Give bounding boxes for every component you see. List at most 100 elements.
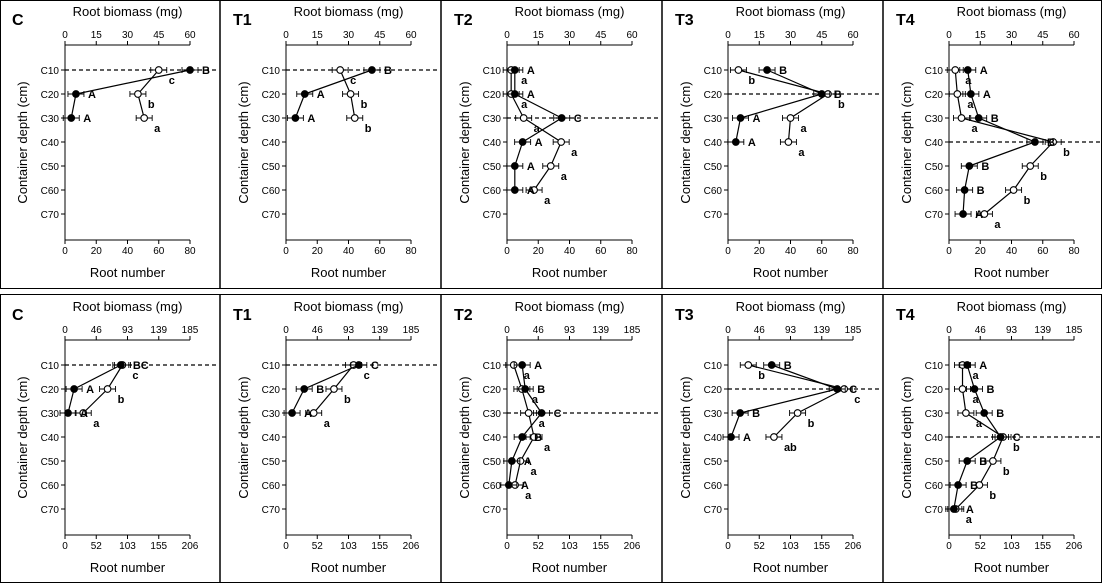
panel-top-t4-biomass-letter-4: b xyxy=(1040,171,1047,183)
panel-top-t4-biomass-point-1 xyxy=(953,90,962,98)
panel-bottom-t3-number-point-2 xyxy=(736,409,744,417)
panel-bottom-t3-biomass-letter-3: ab xyxy=(784,442,797,454)
panel-bottom-t3-depth-label-3: C40 xyxy=(704,433,723,444)
panel-bottom-c-top-tick-label-2: 93 xyxy=(122,325,134,336)
panel-top-t2-number-letter-2: C xyxy=(574,113,582,125)
panel-bottom-t2-bottom-tick-label-3: 155 xyxy=(592,541,609,552)
panel-top-c-depth-label-5: C60 xyxy=(41,186,60,197)
panel-bottom-t1-top-tick-label-1: 46 xyxy=(312,325,324,336)
panel-bottom-t2-depth-label-3: C40 xyxy=(483,433,502,444)
panel-top-t3-biomass-point-0 xyxy=(734,66,743,74)
panel-top-t3-depth-label-1: C20 xyxy=(704,90,723,101)
panel-top-t1-depth-label-1: C20 xyxy=(262,90,281,101)
panel-top-t2-depth-label-2: C30 xyxy=(483,114,502,125)
panel-bottom-t3-biomass-letter-2: b xyxy=(808,418,815,430)
panel-top-t2-top-tick-label-3: 45 xyxy=(595,30,607,41)
panel-bottom-t3-top-tick-label-4: 185 xyxy=(845,325,862,336)
panel-bottom-t4-number-letter-1: B xyxy=(986,384,994,396)
panel-top-t1-bottom-tick-label-1: 20 xyxy=(312,246,324,257)
panel-top-t3-top-tick-label-0: 0 xyxy=(725,30,731,41)
panel-top-t1-number-point-2 xyxy=(291,114,300,122)
panel-top-t3-biomass-letter-2: a xyxy=(801,123,808,135)
panel-top-t2-depth-label-4: C50 xyxy=(483,162,502,173)
panel-top-t2-y-axis-label: Container depth (cm) xyxy=(457,81,472,203)
panel-top-t4-number-letter-0: A xyxy=(980,65,988,77)
panel-bottom-t3-depth-label-0: C10 xyxy=(704,361,723,372)
panel-bottom-t2-biomass-letter-1: a xyxy=(532,394,539,406)
panel-bottom-t2-number-letter-3: B xyxy=(534,432,542,444)
panel-bottom-t2-biomass-point-2 xyxy=(524,409,533,417)
panel-bottom-t2-depth-label-5: C60 xyxy=(483,481,502,492)
panel-bottom-c-top-axis-label: Root biomass (mg) xyxy=(73,299,183,314)
panel-bottom-c-bottom-tick-label-4: 206 xyxy=(182,541,199,552)
panel-top-t4-biomass-point-3 xyxy=(1049,138,1058,146)
panel-bottom-t1-bottom-tick-label-1: 52 xyxy=(312,541,324,552)
panel-top-t1-biomass-point-2 xyxy=(350,114,359,122)
panel-bottom-t2-number-letter-2: C xyxy=(554,408,562,420)
panel-bottom-t3-bottom-tick-label-3: 155 xyxy=(813,541,830,552)
panel-top-c-number-point-2 xyxy=(67,114,76,122)
panel-top-t4-depth-label-6: C70 xyxy=(925,210,944,221)
panel-bottom-t2-top-tick-label-3: 139 xyxy=(592,325,609,336)
panel-top-t3-top-tick-label-3: 45 xyxy=(816,30,828,41)
panel-top-t1-depth-label-5: C60 xyxy=(262,186,281,197)
panel-bottom-c-bottom-axis-label: Root number xyxy=(90,560,166,575)
panel-top-t3-top-tick-label-2: 30 xyxy=(785,30,797,41)
panel-top-t3-bottom-tick-label-0: 0 xyxy=(725,246,731,257)
panel-bottom-t4-number-point-1 xyxy=(970,385,979,393)
panel-bottom-t4-bottom-axis-label: Root number xyxy=(974,560,1050,575)
panel-bottom-t1-top-tick-label-0: 0 xyxy=(283,325,289,336)
panel-top-c-depth-label-6: C70 xyxy=(41,210,60,221)
panel-top-t2-number-line xyxy=(514,70,563,190)
panel-bottom-t4-depth-label-0: C10 xyxy=(925,361,944,372)
panel-bottom-t4-top-axis-label: Root biomass (mg) xyxy=(957,299,1067,314)
panel-bottom-t1-y-axis-label: Container depth (cm) xyxy=(236,376,251,498)
panel-top-c-title: C xyxy=(12,12,24,29)
panel-top-c-depth-label-2: C30 xyxy=(41,114,60,125)
panel-bottom-c-depth-label-2: C30 xyxy=(41,409,60,420)
panel-top-t4-number-letter-2: B xyxy=(991,113,999,125)
panel-top-t4-biomass-point-0 xyxy=(951,66,960,74)
panel-top-t4-biomass-letter-2: a xyxy=(972,123,979,135)
panel-bottom-t1-biomass-letter-0: c xyxy=(364,370,370,382)
panel-bottom-t3-depth-label-1: C20 xyxy=(704,385,723,396)
panel-top-t4-number-letter-3: B xyxy=(1047,137,1055,149)
panel-top-c-top-axis-label: Root biomass (mg) xyxy=(73,4,183,19)
panel-top-c-depth-label-4: C50 xyxy=(41,162,60,173)
panel-bottom-t4-number-letter-4: B xyxy=(979,456,987,468)
panel-bottom-t2-top-axis-label: Root biomass (mg) xyxy=(515,299,625,314)
panel-top-t4-depth-label-5: C60 xyxy=(925,186,944,197)
panel-bottom-t3-number-point-0 xyxy=(767,361,776,369)
panel-top-t1-number-point-1 xyxy=(300,90,309,98)
panel-top-c-biomass-letter-2: a xyxy=(154,123,161,135)
panel-top-t2-number-point-1 xyxy=(510,90,519,98)
panel-bottom-t1-depth-label-6: C70 xyxy=(262,505,281,516)
panel-top-t3-top-tick-label-1: 15 xyxy=(754,30,766,41)
panel-bottom-t1-bottom-tick-label-4: 206 xyxy=(403,541,420,552)
panel-bottom-t2-number-letter-4: A xyxy=(524,456,532,468)
panel-top-t4-depth-label-3: C40 xyxy=(925,138,944,149)
panel-top-c-number-letter-1: A xyxy=(88,89,96,101)
panel-top-t4-top-tick-label-0: 0 xyxy=(946,30,952,41)
panel-top-t4-bottom-tick-label-4: 80 xyxy=(1068,246,1080,257)
panel-bottom-t1-number-point-1 xyxy=(300,385,309,393)
panel-bottom-t2-bottom-tick-label-2: 103 xyxy=(561,541,578,552)
panel-bottom-t2-number-letter-5: A xyxy=(521,480,529,492)
panel-top-t3-bottom-tick-label-3: 60 xyxy=(816,246,828,257)
panel-bottom-c-number-point-2 xyxy=(64,409,72,417)
panel-bottom-c-depth-label-3: C40 xyxy=(41,433,60,444)
panel-top-t2-top-axis-label: Root biomass (mg) xyxy=(515,4,625,19)
panel-bottom-c-biomass-point-1 xyxy=(103,385,112,393)
panel-bottom-t4-biomass-letter-5: b xyxy=(989,490,996,502)
panel-bottom-t3-depth-label-5: C60 xyxy=(704,481,723,492)
panel-top-t1-depth-label-0: C10 xyxy=(262,66,281,77)
panel-bottom-c-number-point-1 xyxy=(70,385,78,393)
panel-bottom-t4-biomass-letter-3: b xyxy=(1013,442,1020,454)
panel-top-c-top-tick-label-3: 45 xyxy=(153,30,165,41)
panel-top-t1-top-tick-label-0: 0 xyxy=(283,30,289,41)
panel-top-t3-biomass-point-3 xyxy=(784,138,793,146)
panel-top-t1-y-axis-label: Container depth (cm) xyxy=(236,81,251,203)
panel-top-t4-number-letter-5: B xyxy=(977,185,985,197)
panel-top-t4-depth-label-4: C50 xyxy=(925,162,944,173)
